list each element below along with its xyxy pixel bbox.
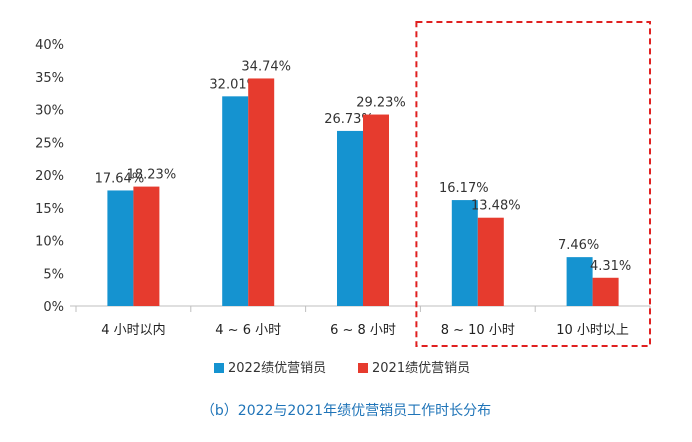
- bar-series-a: [222, 96, 249, 306]
- data-label: 13.48%: [471, 199, 521, 214]
- bar-series-b: [477, 217, 504, 306]
- data-label: 34.74%: [241, 59, 291, 74]
- x-category-label: 8 ~ 10 小时: [441, 323, 515, 338]
- data-label: 26.73%: [324, 112, 374, 127]
- y-tick-label: 25%: [35, 136, 64, 151]
- bar-series-a: [107, 190, 134, 306]
- data-label: 17.64%: [95, 171, 145, 186]
- data-label: 32.01%: [209, 77, 259, 92]
- legend-label: 2021绩优营销员: [372, 361, 470, 376]
- data-label: 16.17%: [439, 181, 489, 196]
- legend-swatch: [358, 363, 368, 373]
- y-tick-label: 0%: [43, 300, 64, 315]
- y-tick-label: 20%: [35, 169, 64, 184]
- x-category-label: 4 ~ 6 小时: [215, 323, 281, 338]
- chart-caption: （b）2022与2021年绩优营销员工作时长分布: [201, 403, 491, 419]
- x-category-label: 4 小时以内: [101, 322, 165, 338]
- bar-series-a: [451, 200, 478, 306]
- data-label: 7.46%: [558, 238, 599, 253]
- y-tick-label: 30%: [35, 104, 64, 119]
- bar-series-b: [363, 114, 389, 306]
- x-category-label: 6 ~ 8 小时: [330, 323, 396, 338]
- highlight-dashed-box: [415, 21, 651, 347]
- bar-series-a: [566, 257, 593, 306]
- bar-series-a: [337, 130, 363, 306]
- data-label: 4.31%: [590, 259, 631, 274]
- bar-series-b: [592, 277, 619, 306]
- y-tick-label: 40%: [35, 38, 64, 53]
- data-label: 29.23%: [356, 96, 406, 111]
- legend-swatch: [214, 363, 224, 373]
- bar-series-b: [133, 186, 160, 306]
- y-tick-label: 15%: [35, 202, 64, 217]
- legend-label: 2022绩优营销员: [228, 361, 326, 376]
- y-tick-label: 35%: [35, 71, 64, 86]
- y-tick-label: 5%: [43, 267, 64, 282]
- y-tick-label: 10%: [35, 235, 64, 250]
- x-category-label: 10 小时以上: [556, 323, 629, 338]
- data-label: 18.23%: [127, 168, 177, 183]
- bar-series-b: [248, 78, 275, 306]
